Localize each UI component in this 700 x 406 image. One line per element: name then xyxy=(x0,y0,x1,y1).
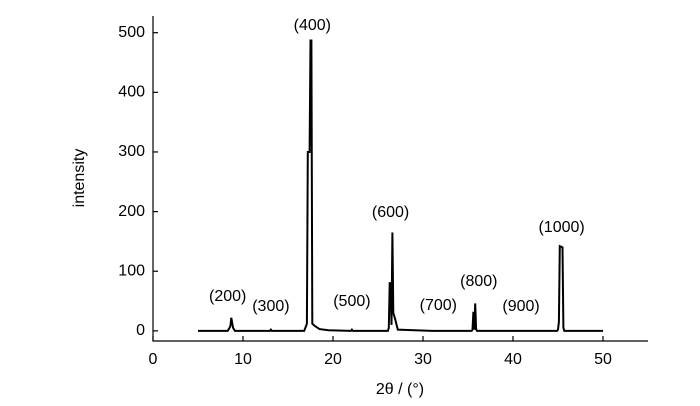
x-axis-label: 2θ / (°) xyxy=(376,381,424,398)
spectrum-line xyxy=(198,39,603,332)
x-tick-label: 40 xyxy=(504,351,522,368)
x-tick-label: 0 xyxy=(149,351,158,368)
x-tick-label: 10 xyxy=(234,351,252,368)
peak-label: (600) xyxy=(372,204,409,221)
y-tick-label: 300 xyxy=(118,143,145,160)
peak-label: (300) xyxy=(252,298,289,315)
y-tick-label: 400 xyxy=(118,84,145,101)
y-tick-label: 200 xyxy=(118,203,145,220)
peak-label: (200) xyxy=(209,288,246,305)
peak-label: (800) xyxy=(460,273,497,290)
y-axis-label: intensity xyxy=(71,149,88,208)
x-tick-label: 50 xyxy=(594,351,612,368)
y-tick-label: 100 xyxy=(118,262,145,279)
x-tick-label: 30 xyxy=(414,351,432,368)
peak-label: (500) xyxy=(333,293,370,310)
peak-label: (400) xyxy=(294,17,331,34)
peak-label: (1000) xyxy=(538,219,584,236)
y-tick-label: 0 xyxy=(136,322,145,339)
peak-label: (700) xyxy=(420,297,457,314)
x-tick-label: 20 xyxy=(324,351,342,368)
y-tick-label: 500 xyxy=(118,24,145,41)
peak-label: (900) xyxy=(502,298,539,315)
